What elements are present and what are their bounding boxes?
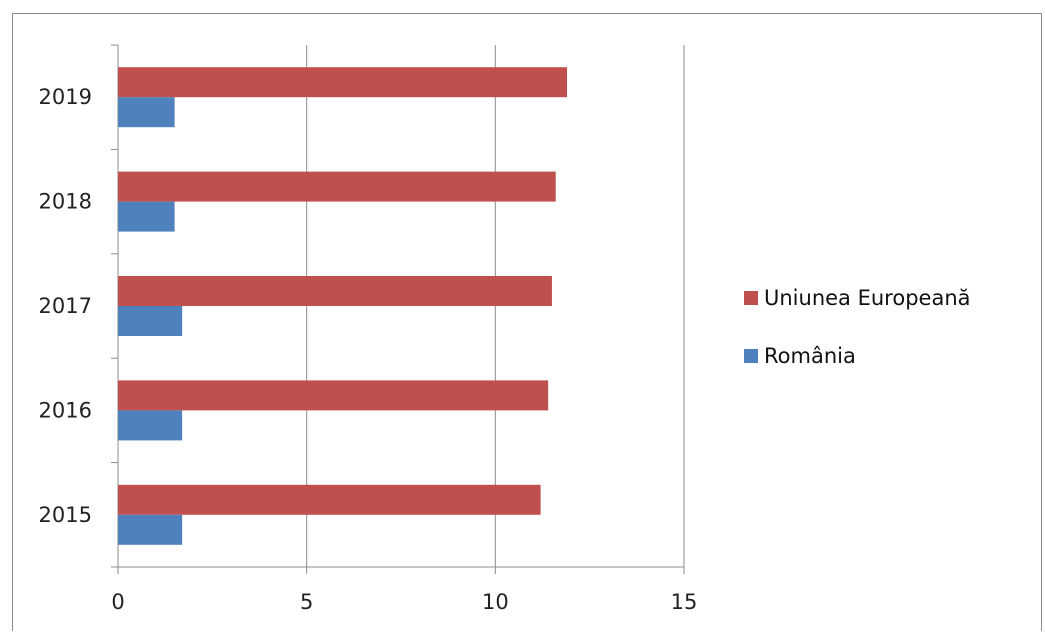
- bar-eu-2017: [118, 276, 552, 306]
- bar-romania-2016: [118, 410, 183, 441]
- legend-swatch-romania: [744, 349, 758, 363]
- x-tick-label-0: 0: [111, 590, 124, 614]
- bar-romania-2018: [118, 201, 175, 232]
- chart-frame: [12, 13, 1042, 631]
- y-tick-label-2018: 2018: [39, 190, 92, 214]
- bar-eu-2015: [118, 484, 541, 515]
- legend-label-eu: Uniunea Europeană: [764, 286, 971, 310]
- bar-eu-2018: [118, 171, 556, 202]
- legend: Uniunea Europeană România: [744, 284, 971, 400]
- bars: [118, 67, 568, 545]
- legend-item-eu: Uniunea Europeană: [744, 284, 971, 312]
- x-tick-label-15: 15: [671, 590, 698, 614]
- tick-labels: 0 5 10 15 2015 2016 2017 2018 2019: [39, 85, 698, 614]
- legend-item-romania: România: [744, 342, 971, 370]
- x-tick-label-10: 10: [482, 590, 509, 614]
- y-tick-label-2017: 2017: [39, 294, 92, 318]
- bar-eu-2019: [118, 67, 568, 98]
- y-tick-label-2015: 2015: [39, 503, 92, 527]
- bar-eu-2016: [118, 380, 549, 411]
- bar-romania-2019: [118, 97, 175, 128]
- x-tick-label-5: 5: [300, 590, 313, 614]
- bar-romania-2017: [118, 306, 183, 336]
- legend-swatch-eu: [744, 291, 758, 305]
- y-tick-label-2016: 2016: [39, 398, 92, 422]
- bar-romania-2015: [118, 514, 183, 545]
- y-tick-label-2019: 2019: [39, 85, 92, 109]
- legend-label-romania: România: [764, 344, 856, 368]
